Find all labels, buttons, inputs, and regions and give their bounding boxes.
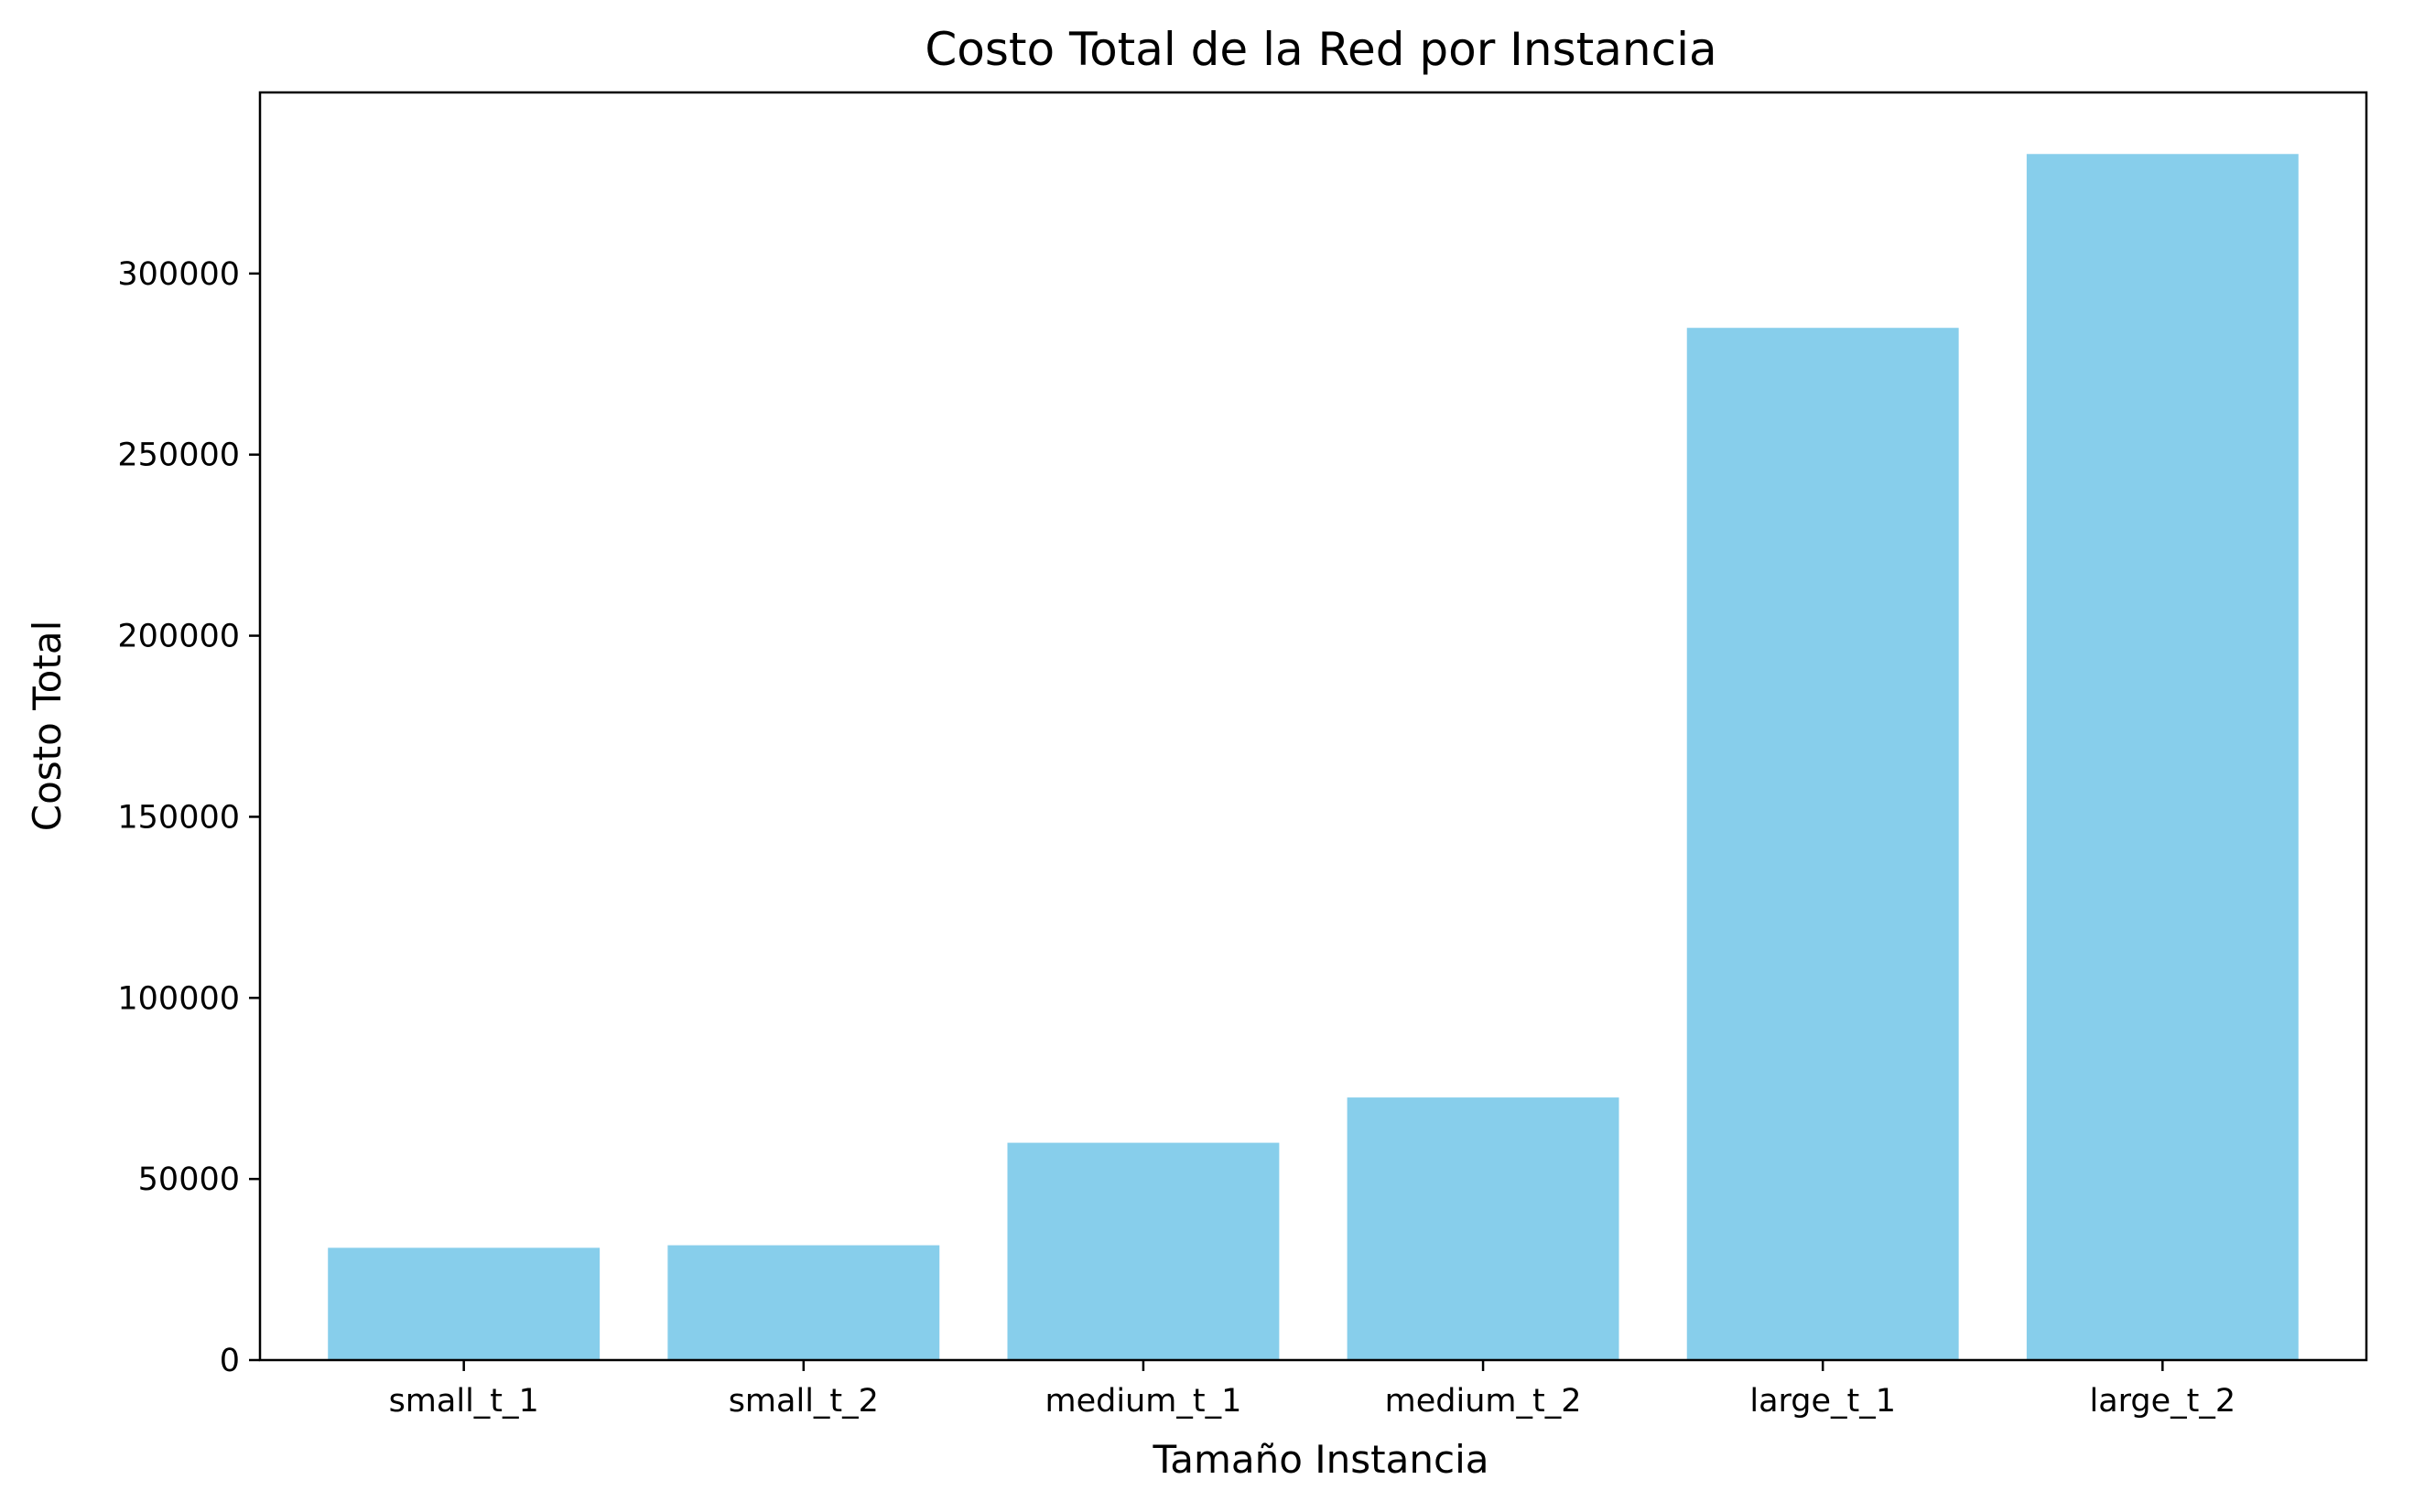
- y-tick-label: 50000: [138, 1161, 240, 1198]
- x-tick-label: small_t_1: [389, 1383, 539, 1420]
- y-tick-label: 250000: [117, 437, 240, 474]
- y-tick-label: 150000: [117, 799, 240, 836]
- x-axis-ticks: small_t_1 small_t_2 medium_t_1 medium_t_2 la…: [389, 1360, 2235, 1420]
- y-axis-label: Costo Total: [25, 621, 70, 832]
- bar-large_t_1: [1686, 328, 1959, 1360]
- x-tick-label: medium_t_2: [1385, 1383, 1582, 1420]
- bar-medium_t_2: [1347, 1097, 1619, 1360]
- x-tick-label: large_t_2: [2089, 1383, 2235, 1420]
- plot-frame: [258, 91, 2368, 1362]
- y-tick-label: 200000: [117, 619, 240, 655]
- y-tick-label: 100000: [117, 980, 240, 1017]
- bar-small_t_1: [328, 1247, 601, 1360]
- bar-medium_t_1: [1007, 1142, 1280, 1360]
- x-tick-label: small_t_2: [729, 1383, 879, 1420]
- x-axis-label: Tamaño Instancia: [1153, 1437, 1489, 1482]
- chart-title: Costo Total de la Red por Instancia: [925, 23, 1716, 76]
- bar-large_t_2: [2026, 154, 2299, 1360]
- x-tick-label: medium_t_1: [1045, 1383, 1242, 1420]
- x-tick-label: large_t_1: [1749, 1383, 1896, 1420]
- y-axis-ticks: 0 50000 100000 150000 200000 250000 300000: [117, 256, 260, 1379]
- y-tick-label: 0: [220, 1343, 240, 1379]
- y-tick-label: 300000: [117, 256, 240, 293]
- bar-small_t_2: [667, 1245, 940, 1360]
- bars-group: [328, 154, 2299, 1360]
